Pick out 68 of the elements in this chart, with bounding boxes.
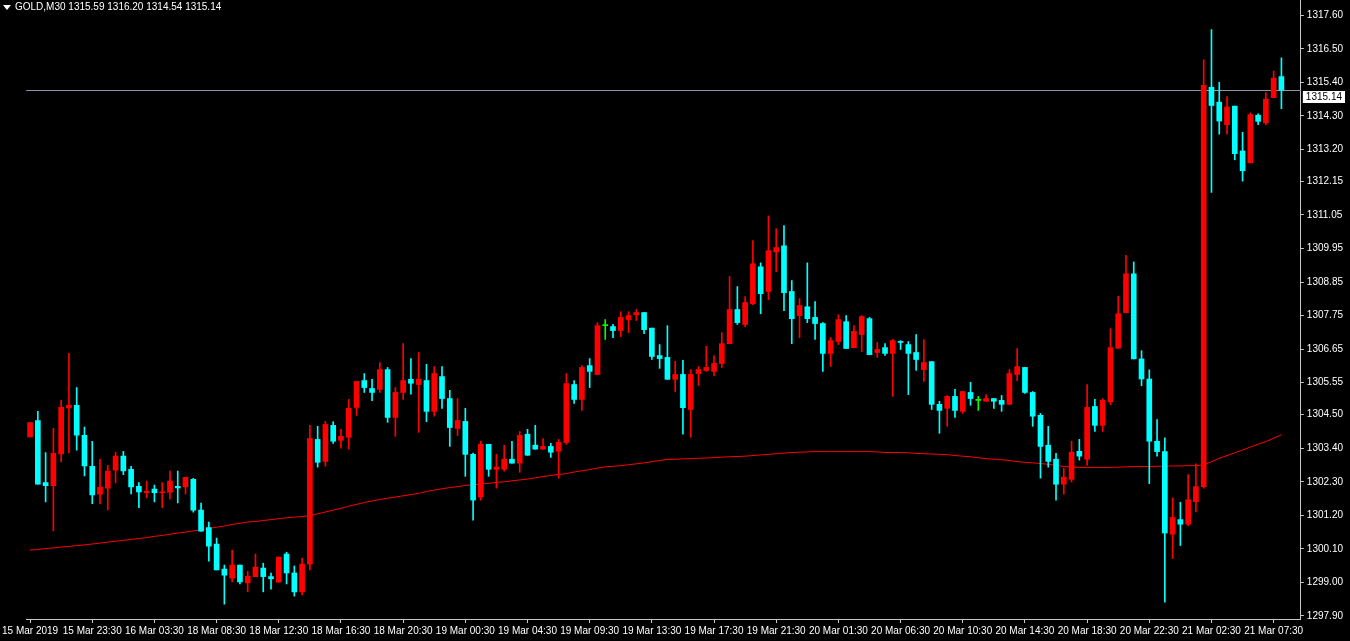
x-tick-label: 19 Mar 21:30 xyxy=(746,624,807,636)
y-tick-label: 1311.05 xyxy=(1306,208,1343,220)
x-tick-label: 18 Mar 20:30 xyxy=(373,624,434,636)
y-tick-label: 1317.60 xyxy=(1306,9,1344,20)
candlestick xyxy=(703,346,710,372)
y-tick-label: 1306.65 xyxy=(1306,342,1344,354)
x-tick-label: 21 Mar 02:30 xyxy=(1182,624,1242,636)
candlestick xyxy=(586,358,593,388)
y-tick-label: 1303.40 xyxy=(1306,441,1344,453)
x-tick-label: 18 Mar 16:30 xyxy=(311,624,371,636)
x-tick-label: 19 Mar 17:30 xyxy=(684,624,744,636)
candlestick xyxy=(159,482,166,509)
y-tick-label: 1316.50 xyxy=(1306,42,1344,54)
candlestick xyxy=(66,353,72,454)
candlestick xyxy=(338,429,344,449)
candlestick xyxy=(268,572,274,590)
candlestick xyxy=(874,342,881,358)
x-tick-label: 19 Mar 04:30 xyxy=(498,624,558,636)
y-tick-label: 1304.50 xyxy=(1306,408,1344,420)
x-tick-label: 20 Mar 06:30 xyxy=(871,624,931,636)
x-tick-label: 21 Mar 07:30 xyxy=(1244,624,1304,636)
y-tick-label: 1297.90 xyxy=(1306,609,1344,621)
x-tick-label: 18 Mar 12:30 xyxy=(249,624,309,636)
candlestick xyxy=(812,301,818,340)
candlestick xyxy=(400,343,406,400)
y-tick-label: 1314.30 xyxy=(1306,109,1344,121)
candlestick xyxy=(889,339,896,397)
x-tick-label: 20 Mar 01:30 xyxy=(808,624,869,636)
y-tick-label: 1308.85 xyxy=(1306,275,1344,287)
candlestick xyxy=(136,482,142,509)
candlestick xyxy=(174,470,181,504)
y-tick-label: 1313.20 xyxy=(1306,143,1344,155)
candlestick xyxy=(532,425,539,450)
x-tick-label: 20 Mar 22:30 xyxy=(1119,624,1180,636)
candlestick xyxy=(509,440,515,464)
x-tick-label: 20 Mar 18:30 xyxy=(1057,624,1118,636)
y-tick-label: 1301.20 xyxy=(1306,509,1344,521)
candlestick xyxy=(672,361,679,392)
candlestick xyxy=(804,262,811,323)
y-tick-label: 1300.10 xyxy=(1306,542,1344,554)
y-tick-label: 1312.15 xyxy=(1306,175,1344,187)
x-tick-label: 19 Mar 13:30 xyxy=(622,624,682,636)
y-tick-label: 1307.75 xyxy=(1306,309,1344,321)
y-tick-label: 1305.55 xyxy=(1306,376,1344,388)
candlestick xyxy=(913,334,919,371)
candlestick xyxy=(975,396,982,411)
y-tick-label: 1302.30 xyxy=(1306,475,1344,487)
candlestick xyxy=(97,458,103,505)
x-tick-label: 15 Mar 2019 xyxy=(2,624,59,636)
y-tick-label: 1315.40 xyxy=(1306,76,1344,88)
candlestick xyxy=(633,309,640,321)
x-tick-label: 16 Mar 03:30 xyxy=(124,624,185,636)
x-tick-label: 19 Mar 00:30 xyxy=(435,624,496,636)
candlestick xyxy=(921,339,927,382)
x-tick-label: 18 Mar 08:30 xyxy=(187,624,247,636)
candlestick xyxy=(415,352,422,433)
candlestick xyxy=(773,228,780,273)
y-tick-label: 1299.00 xyxy=(1306,576,1344,588)
x-tick-label: 19 Mar 09:30 xyxy=(560,624,620,636)
x-tick-label: 20 Mar 14:30 xyxy=(995,624,1055,636)
candlestick xyxy=(408,358,414,395)
candlestick xyxy=(369,379,375,401)
y-tick-label: 1309.95 xyxy=(1306,242,1344,254)
x-tick-label: 15 Mar 23:30 xyxy=(62,624,123,636)
x-tick-label: 20 Mar 10:30 xyxy=(933,624,993,636)
chart-title: GOLD,M30 1315.59 1316.20 1314.54 1315.14 xyxy=(15,1,222,13)
candlestick xyxy=(602,319,609,340)
ref-line-label: 1315.14 xyxy=(1305,91,1343,103)
